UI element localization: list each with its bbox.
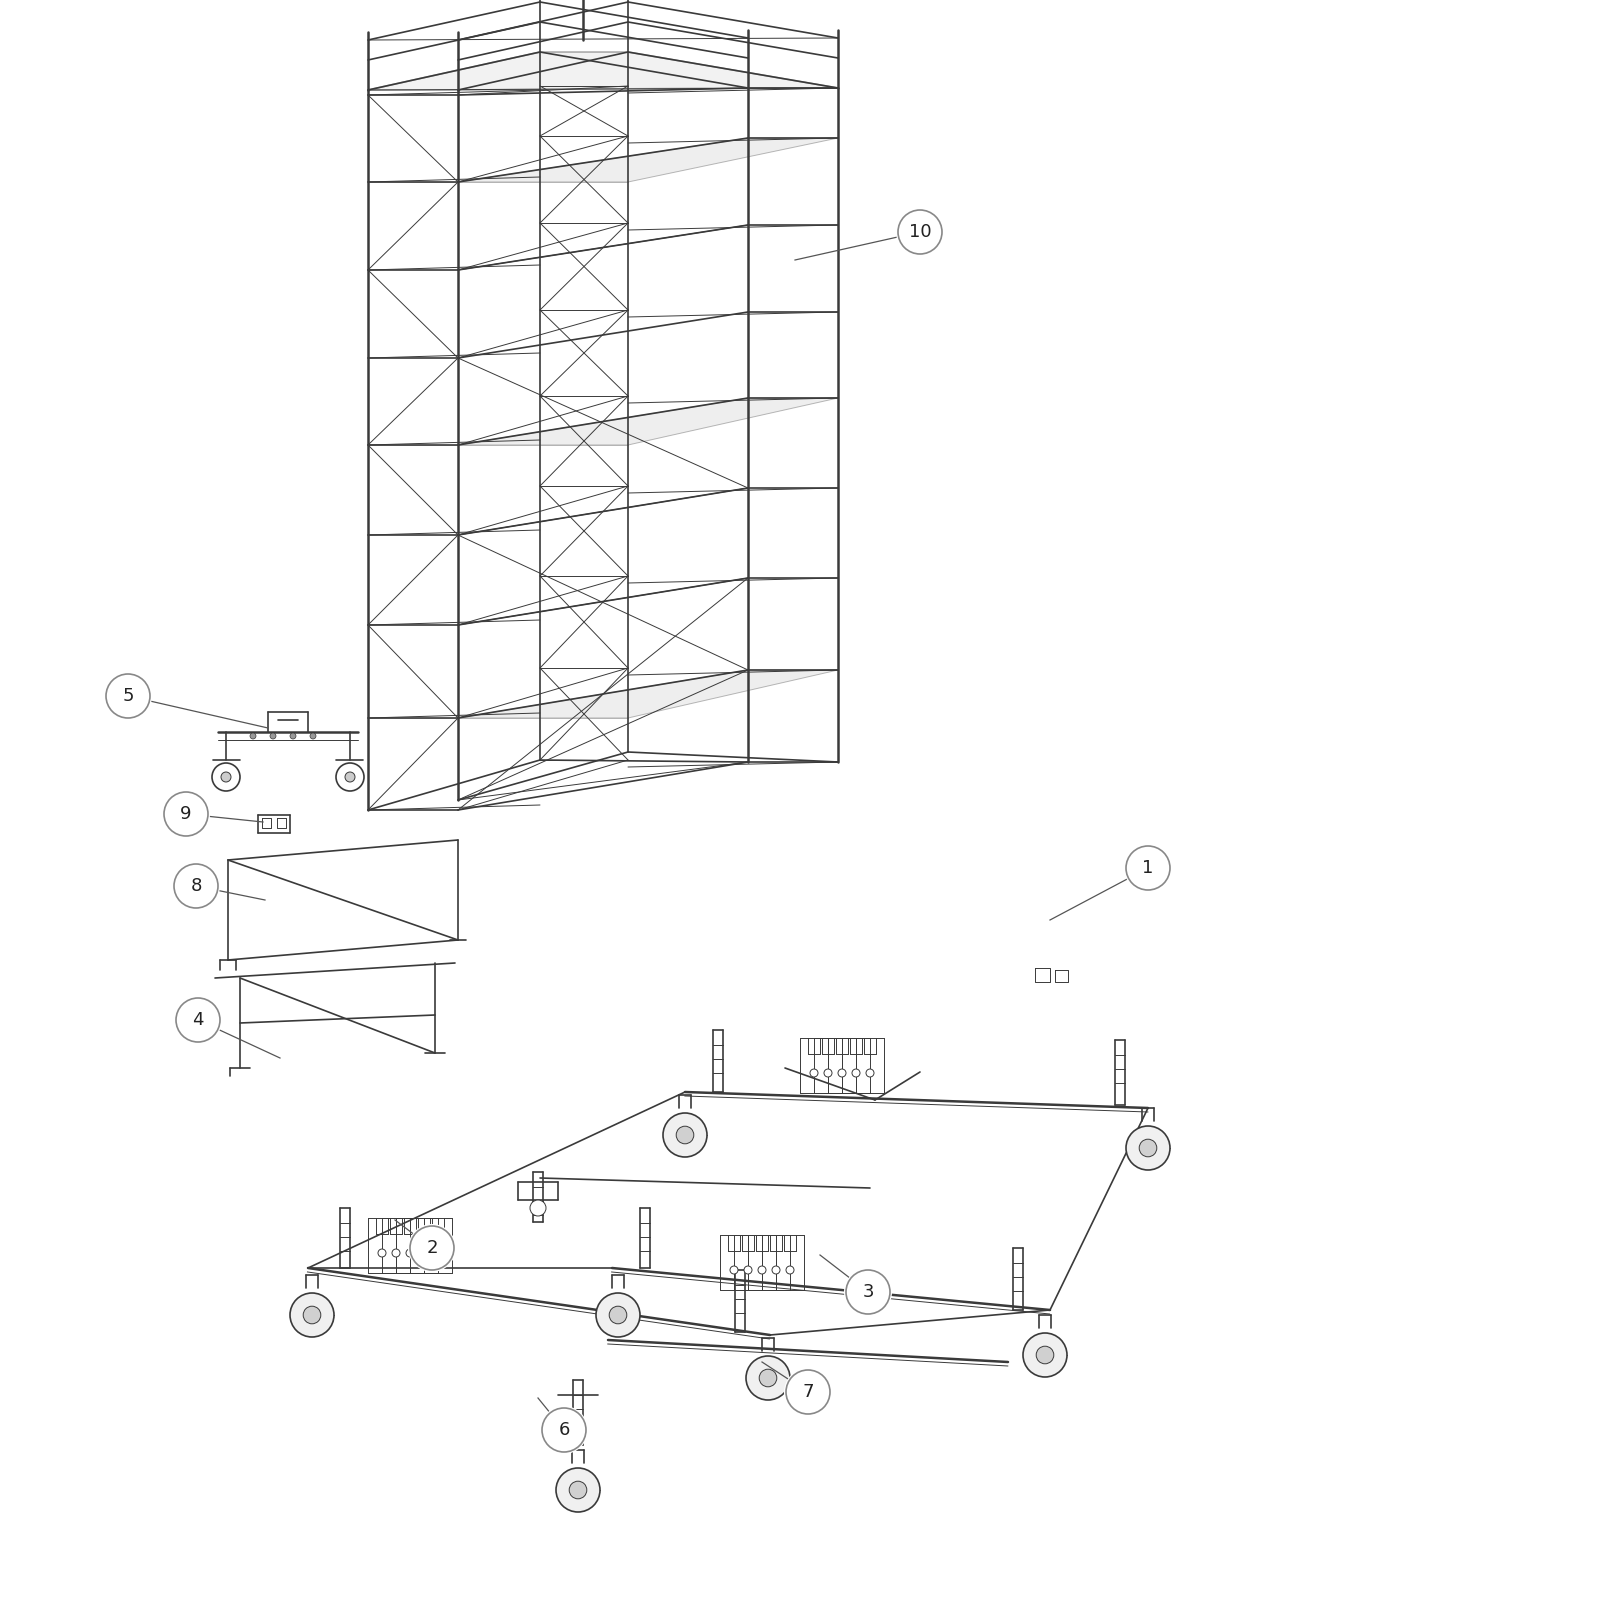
Circle shape <box>730 1266 738 1274</box>
Circle shape <box>1123 845 1171 893</box>
Circle shape <box>270 733 277 739</box>
Circle shape <box>310 733 317 739</box>
Circle shape <box>162 790 210 838</box>
Circle shape <box>784 1368 832 1416</box>
Circle shape <box>542 1408 586 1453</box>
Circle shape <box>104 672 152 720</box>
Circle shape <box>898 210 942 254</box>
Circle shape <box>378 1250 386 1258</box>
Text: 7: 7 <box>802 1382 814 1402</box>
Circle shape <box>896 208 944 256</box>
Circle shape <box>434 1250 442 1258</box>
Circle shape <box>165 792 208 835</box>
Text: 4: 4 <box>192 1011 203 1029</box>
Circle shape <box>221 773 230 782</box>
Circle shape <box>211 763 240 790</box>
Circle shape <box>530 1200 546 1216</box>
Circle shape <box>250 733 256 739</box>
Text: 10: 10 <box>909 222 931 242</box>
Polygon shape <box>368 51 838 90</box>
Circle shape <box>1139 1139 1157 1157</box>
Polygon shape <box>458 670 838 718</box>
Circle shape <box>570 1482 587 1499</box>
Circle shape <box>106 674 150 718</box>
Polygon shape <box>458 138 838 182</box>
Circle shape <box>838 1069 846 1077</box>
Text: 1: 1 <box>1142 859 1154 877</box>
Circle shape <box>336 763 365 790</box>
Circle shape <box>771 1266 781 1274</box>
Circle shape <box>677 1126 694 1144</box>
Circle shape <box>174 995 222 1043</box>
Circle shape <box>786 1370 830 1414</box>
Circle shape <box>758 1266 766 1274</box>
Circle shape <box>851 1069 861 1077</box>
Text: 9: 9 <box>181 805 192 822</box>
Circle shape <box>290 733 296 739</box>
Circle shape <box>1126 1126 1170 1170</box>
Circle shape <box>866 1069 874 1077</box>
Circle shape <box>176 998 221 1042</box>
Circle shape <box>610 1306 627 1323</box>
Circle shape <box>1022 1333 1067 1378</box>
Circle shape <box>174 864 218 909</box>
Circle shape <box>406 1250 414 1258</box>
Circle shape <box>392 1250 400 1258</box>
Circle shape <box>1126 846 1170 890</box>
Circle shape <box>595 1293 640 1338</box>
Circle shape <box>824 1069 832 1077</box>
Circle shape <box>746 1357 790 1400</box>
Circle shape <box>810 1069 818 1077</box>
Circle shape <box>410 1226 454 1270</box>
Circle shape <box>290 1293 334 1338</box>
Polygon shape <box>458 398 838 445</box>
Circle shape <box>173 862 221 910</box>
Text: 5: 5 <box>122 686 134 706</box>
Circle shape <box>419 1250 429 1258</box>
Circle shape <box>845 1267 893 1315</box>
Circle shape <box>408 1224 456 1272</box>
Text: 6: 6 <box>558 1421 570 1438</box>
Text: 8: 8 <box>190 877 202 894</box>
Circle shape <box>662 1114 707 1157</box>
Circle shape <box>557 1469 600 1512</box>
Circle shape <box>304 1306 320 1323</box>
Text: 2: 2 <box>426 1238 438 1258</box>
Circle shape <box>760 1370 778 1387</box>
Circle shape <box>1037 1346 1054 1363</box>
Circle shape <box>846 1270 890 1314</box>
Circle shape <box>541 1406 589 1454</box>
Circle shape <box>744 1266 752 1274</box>
Text: 3: 3 <box>862 1283 874 1301</box>
Circle shape <box>786 1266 794 1274</box>
Circle shape <box>346 773 355 782</box>
